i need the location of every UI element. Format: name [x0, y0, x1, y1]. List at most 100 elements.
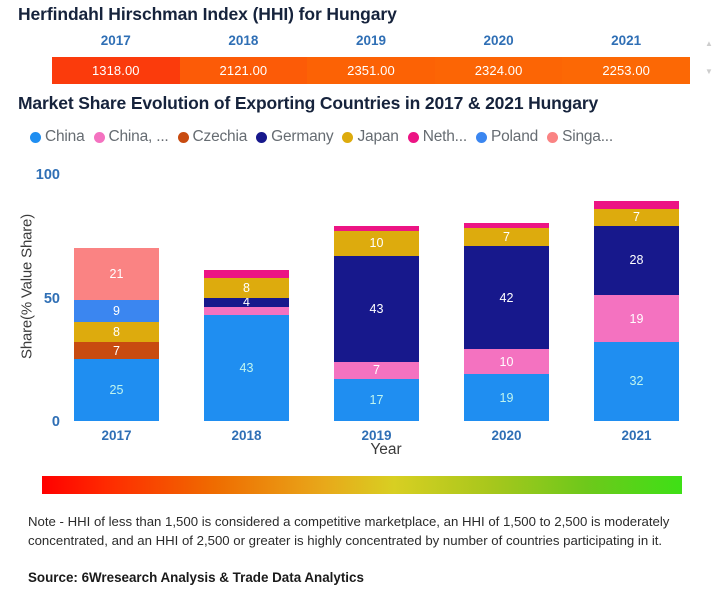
bar-segment[interactable]: 43 — [204, 314, 289, 421]
hhi-segment: 1318.00 — [52, 57, 180, 84]
chart-plot-area: Share(% Value Share) 0 50 100 25 7 8 9 21 2017 4… — [0, 150, 715, 470]
bar-segment[interactable]: 8 — [204, 277, 289, 298]
bar-segment-label: 21 — [109, 267, 124, 282]
bar-segment[interactable]: 19 — [464, 374, 549, 421]
bar-segment-label: 19 — [499, 390, 514, 405]
bar-segment[interactable]: 25 — [74, 359, 159, 421]
legend-item[interactable]: Neth... — [407, 128, 467, 146]
bar-column[interactable]: 19 10 42 7 2020 — [464, 223, 549, 443]
bar-segment[interactable]: 9 — [74, 300, 159, 323]
hhi-year-label: 2021 — [611, 33, 642, 48]
bar-segment[interactable]: 42 — [464, 245, 549, 350]
bar-segment-label: 7 — [633, 210, 640, 225]
legend-swatch-icon — [256, 131, 268, 143]
bar-column[interactable]: 43 4 8 2018 — [204, 270, 289, 443]
hhi-value-bar: 1318.00 2121.00 2351.00 2324.00 2253.00 — [52, 57, 690, 84]
x-axis-tick-label: 2020 — [491, 428, 522, 443]
legend-swatch-icon — [407, 131, 419, 143]
bar-column[interactable]: 32 19 28 7 2021 — [594, 201, 679, 443]
bar-segment-label: 9 — [113, 304, 120, 319]
hhi-year-label: 2020 — [483, 33, 514, 48]
hhi-segment: 2324.00 — [434, 57, 563, 84]
legend-swatch-icon — [475, 131, 487, 143]
legend-item[interactable]: Poland — [475, 128, 538, 146]
legend-item[interactable]: Singa... — [547, 128, 613, 146]
bar-segment[interactable]: 8 — [74, 322, 159, 342]
bar-segment-label: 19 — [629, 311, 644, 326]
hhi-segment: 2121.00 — [179, 57, 308, 84]
legend-item[interactable]: China, ... — [93, 128, 169, 146]
bar-segment[interactable] — [464, 223, 549, 229]
bar-segment-label: 32 — [629, 374, 644, 389]
bar-segment[interactable]: 21 — [74, 248, 159, 300]
x-axis-title: Year — [370, 441, 402, 458]
y-axis-ticks: 0 50 100 — [14, 150, 60, 470]
bar-stack: 17 7 43 10 — [334, 225, 419, 421]
bar-segment[interactable] — [334, 225, 419, 231]
bar-segment[interactable]: 7 — [334, 361, 419, 380]
bar-segment-label: 7 — [503, 230, 510, 245]
hhi-year-label: 2019 — [355, 33, 386, 48]
scroll-indicator[interactable]: ▲ ▼ — [704, 30, 714, 88]
bar-segment[interactable]: 17 — [334, 379, 419, 421]
legend-item[interactable]: Japan — [342, 128, 399, 146]
chevron-up-icon[interactable]: ▲ — [705, 39, 713, 48]
legend-item[interactable]: Czechia — [177, 128, 247, 146]
bar-segment[interactable] — [204, 270, 289, 278]
bar-segment-label: 43 — [239, 360, 254, 375]
legend-swatch-icon — [30, 131, 41, 143]
bar-segment-label: 42 — [499, 290, 514, 305]
bar-segment-label: 7 — [113, 343, 120, 358]
bar-segment[interactable]: 7 — [464, 228, 549, 246]
bar-segment[interactable]: 4 — [204, 297, 289, 308]
bar-stack: 25 7 8 9 21 — [74, 248, 159, 421]
y-axis-tick-label: 100 — [35, 167, 60, 183]
bar-segment-label: 17 — [369, 393, 384, 407]
bar-segment[interactable]: 28 — [594, 225, 679, 296]
bar-segment-label: 4 — [243, 297, 250, 308]
x-axis-tick-label: 2018 — [231, 428, 262, 443]
bar-segment[interactable]: 10 — [334, 230, 419, 256]
legend-swatch-icon — [547, 131, 559, 143]
note-text: Note - HHI of less than 1,500 is conside… — [28, 514, 670, 548]
hhi-year-row: 2017 2018 2019 2020 2021 — [52, 33, 690, 53]
bar-segment[interactable] — [204, 307, 289, 315]
hhi-year-label: 2018 — [228, 33, 259, 48]
chart-legend: China China, ... Czechia Germany Japan Neth..… — [30, 128, 618, 146]
chevron-down-icon[interactable]: ▼ — [705, 67, 713, 76]
bar-stack: 32 19 28 7 — [594, 201, 679, 421]
bar-group: 25 7 8 9 21 2017 43 4 8 2018 17 7 43 10 2019 19 10 42 7 202… — [66, 150, 706, 470]
legend-item[interactable]: China — [30, 128, 85, 146]
legend-label: Germany — [271, 128, 334, 145]
bar-stack: 43 4 8 — [204, 270, 289, 421]
hhi-title: Herfindahl Hirschman Index (HHI) for Hun… — [18, 4, 397, 24]
bar-segment[interactable]: 10 — [464, 349, 549, 375]
legend-label: Neth... — [422, 128, 467, 145]
bar-column[interactable]: 17 7 43 10 2019 — [334, 225, 419, 443]
legend-label: China — [45, 128, 85, 145]
y-axis-tick-label: 50 — [43, 290, 60, 307]
legend-item[interactable]: Germany — [256, 128, 334, 146]
bar-segment-label: 8 — [113, 325, 120, 340]
bar-column[interactable]: 25 7 8 9 21 2017 — [74, 248, 159, 443]
legend-swatch-icon — [342, 131, 354, 143]
bar-segment[interactable]: 32 — [594, 341, 679, 421]
bar-segment[interactable]: 7 — [594, 208, 679, 226]
bar-segment[interactable]: 19 — [594, 295, 679, 342]
bar-segment-label: 28 — [629, 253, 644, 268]
bar-segment[interactable]: 43 — [334, 255, 419, 362]
source-text: Source: 6Wresearch Analysis & Trade Data… — [28, 570, 364, 585]
legend-label: China, ... — [108, 128, 169, 145]
legend-label: Japan — [357, 128, 399, 145]
hhi-year-label: 2017 — [100, 33, 131, 48]
hhi-segment: 2253.00 — [562, 57, 690, 84]
x-axis-tick-label: 2021 — [621, 428, 652, 443]
bar-segment[interactable] — [594, 201, 679, 209]
bar-segment-label: 7 — [373, 363, 380, 378]
legend-swatch-icon — [177, 131, 189, 143]
bar-segment-label: 25 — [109, 383, 124, 398]
legend-swatch-icon — [93, 131, 105, 143]
chart-title: Market Share Evolution of Exporting Coun… — [18, 93, 599, 113]
bar-segment[interactable]: 7 — [74, 341, 159, 360]
x-axis-tick-label: 2017 — [101, 428, 132, 443]
